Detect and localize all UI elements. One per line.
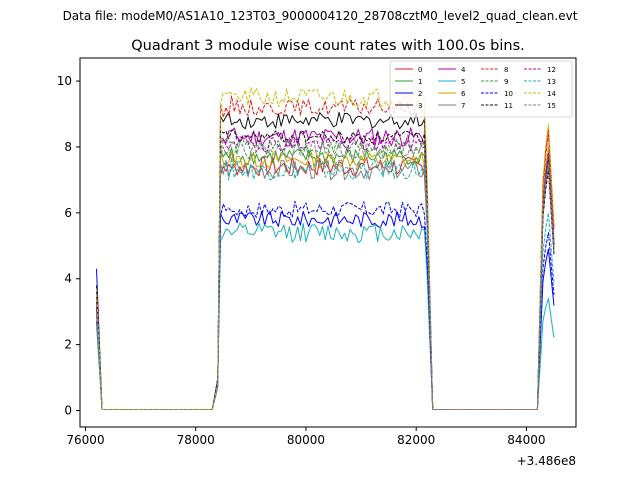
legend-label-2: 2	[418, 90, 422, 98]
y-tick-label: 0	[64, 404, 72, 418]
legend-label-8: 8	[504, 66, 508, 74]
legend-label-0: 0	[418, 66, 422, 74]
y-axis: 0 2 4 6 8 10	[57, 74, 80, 418]
y-tick-label: 6	[64, 206, 72, 220]
x-tick-label: 82000	[397, 433, 435, 447]
legend-label-5: 5	[461, 78, 465, 86]
legend-label-10: 10	[504, 90, 513, 98]
legend-label-1: 1	[418, 78, 422, 86]
x-tick-label: 80000	[287, 433, 325, 447]
legend-label-6: 6	[461, 90, 466, 98]
legend-label-4: 4	[461, 66, 466, 74]
series-line-15	[96, 141, 555, 411]
x-axis: 76000 78000 80000 82000 84000	[66, 427, 545, 447]
legend-label-15: 15	[547, 102, 556, 110]
y-tick-label: 8	[64, 140, 72, 154]
legend-label-7: 7	[461, 102, 465, 110]
legend-label-13: 13	[547, 78, 556, 86]
x-tick-label: 76000	[66, 433, 104, 447]
x-offset-label: +3.486e8	[517, 454, 576, 468]
chart-title: Quadrant 3 module wise count rates with …	[131, 38, 525, 54]
legend-label-14: 14	[547, 90, 556, 98]
x-tick-label: 78000	[177, 433, 215, 447]
series-line-12	[96, 135, 555, 411]
series-layer	[96, 87, 555, 411]
legend-label-12: 12	[547, 66, 556, 74]
legend-label-9: 9	[504, 78, 508, 86]
y-tick-label: 2	[64, 338, 72, 352]
figure-suptitle: Data file: modeM0/AS1A10_123T03_90000041…	[63, 9, 578, 23]
axes-frame	[79, 57, 577, 428]
y-tick-label: 10	[57, 74, 72, 88]
legend-box	[389, 60, 573, 118]
legend-label-3: 3	[418, 102, 422, 110]
x-tick-label: 84000	[507, 433, 545, 447]
y-tick-label: 4	[64, 272, 72, 286]
legend-label-11: 11	[504, 102, 513, 110]
